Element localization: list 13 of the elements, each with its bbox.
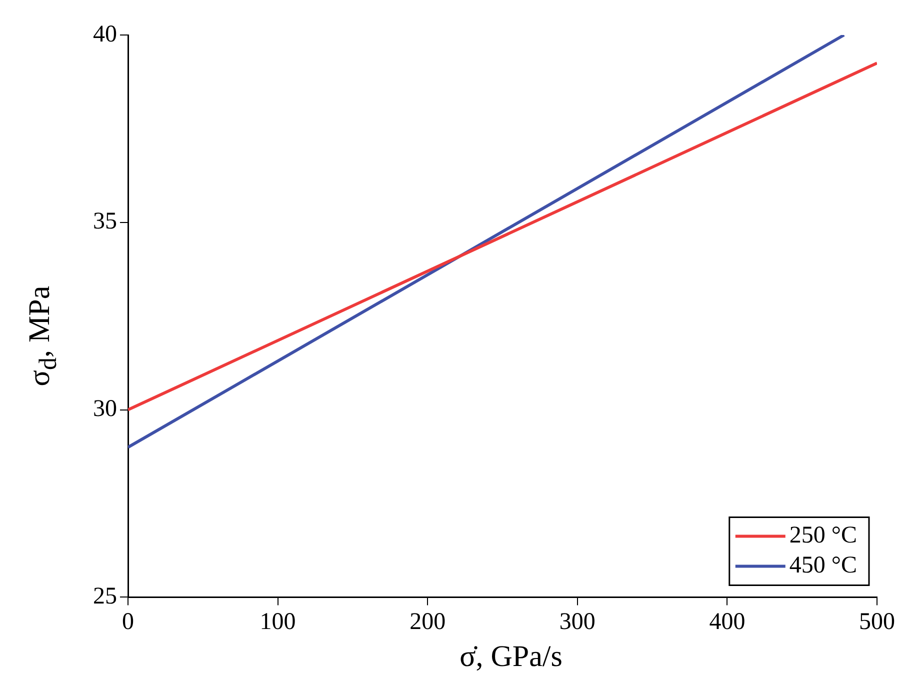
x-axis-title: σ̇, GPa/s (458, 640, 564, 674)
y-tick-label: 30 (93, 396, 117, 422)
y-tick-label: 40 (93, 21, 117, 48)
x-tick-label: 100 (260, 608, 296, 635)
x-tick-label: 300 (559, 608, 596, 635)
x-tick-label: 200 (410, 608, 446, 635)
y-tick-label: 25 (93, 583, 117, 610)
legend-label: 450 °C (789, 552, 858, 578)
x-tick-label: 500 (859, 608, 895, 635)
x-tick-label: 0 (122, 608, 134, 635)
y-tick-label: 35 (93, 208, 117, 235)
legend-label: 250 °C (789, 522, 858, 548)
x-tick-label: 400 (709, 608, 746, 635)
